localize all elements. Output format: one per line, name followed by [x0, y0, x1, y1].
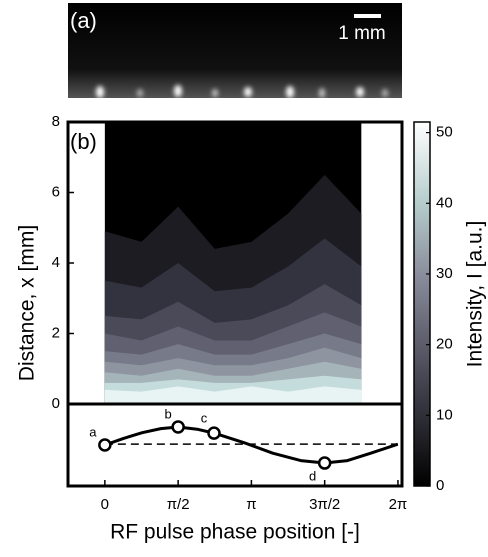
y-axis-label: Distance, x [mm]	[16, 225, 39, 381]
point-marker	[171, 420, 185, 434]
colorbar-tick-label: 40	[436, 194, 453, 211]
point-label: c	[201, 411, 208, 426]
point-marker	[317, 456, 332, 470]
y-tick-label: 8	[52, 113, 60, 130]
colorbar	[413, 121, 431, 487]
bright-spots	[96, 85, 388, 98]
x-tick-label: 0	[101, 496, 109, 513]
x-tick-label: 3π/2	[309, 496, 340, 513]
panel-label: (b)	[70, 129, 97, 154]
colorbar-tick-label: 0	[436, 477, 444, 494]
colorbar-tick-label: 30	[436, 265, 453, 282]
point-label: a	[89, 424, 97, 439]
colorbar-tick-label: 20	[436, 336, 453, 353]
point-label: b	[165, 406, 172, 421]
point-label: d	[309, 468, 316, 483]
panel-label: (a)	[70, 8, 97, 33]
point-marker	[207, 426, 221, 440]
image-strip	[68, 3, 402, 98]
y-tick-label: 2	[52, 324, 60, 341]
plot-frame	[66, 402, 404, 488]
curve	[104, 425, 399, 465]
y-tick-label: 6	[52, 183, 60, 200]
panel-a: 1 mm (a)	[68, 3, 402, 98]
x-tick-label: π	[246, 496, 256, 513]
x-tick-label: 2π	[389, 496, 408, 513]
colorbar-tick-label: 50	[436, 124, 453, 141]
colorbar-label: Intensity, I [a.u.]	[464, 221, 487, 368]
scale-bar-label: 1 mm	[338, 23, 386, 44]
colorbar-tick-label: 10	[436, 406, 453, 423]
point-marker	[98, 438, 112, 452]
contour-band	[104, 386, 362, 404]
x-axis-label: RF pulse phase position [-]	[110, 521, 360, 544]
y-tick-label: 4	[52, 254, 60, 271]
y-tick-label: 0	[52, 395, 60, 412]
x-tick-label: π/2	[167, 496, 190, 513]
